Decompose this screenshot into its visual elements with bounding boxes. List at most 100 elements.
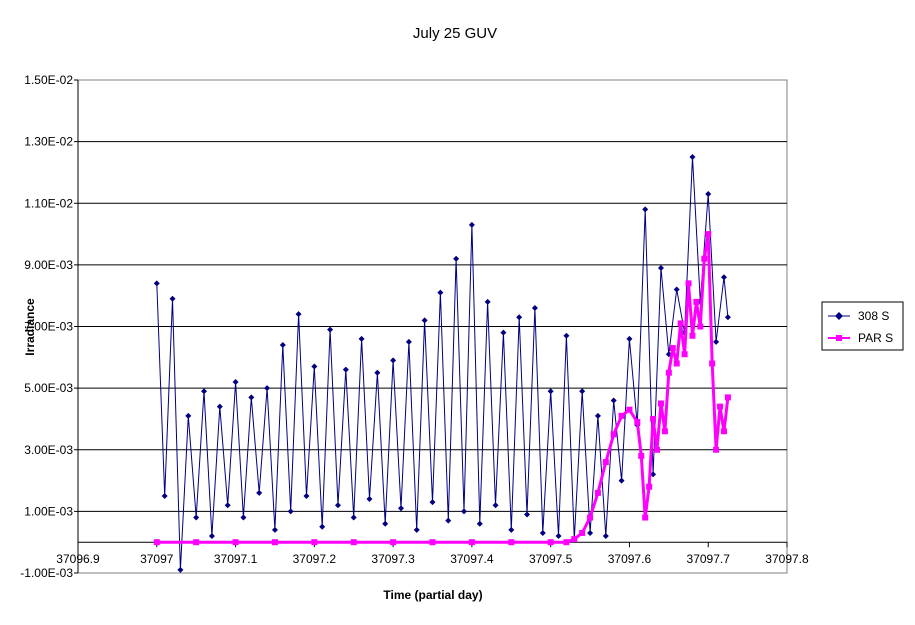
data-point [701, 255, 708, 262]
data-point [334, 502, 341, 509]
data-point [594, 489, 601, 496]
data-point [382, 520, 389, 527]
data-point [563, 332, 570, 339]
data-point [248, 394, 255, 401]
x-tick-label: 37097.6 [608, 552, 652, 566]
data-point [311, 539, 318, 546]
data-point [626, 406, 633, 413]
data-point [405, 338, 412, 345]
y-tick-label: 3.00E-03 [24, 443, 73, 457]
legend-marker-pars [836, 335, 842, 341]
data-point [587, 529, 594, 536]
data-point [177, 566, 184, 573]
data-point [650, 471, 657, 478]
x-tick-label: 37096.9 [56, 552, 100, 566]
y-tick-label: 9.00E-03 [24, 258, 73, 272]
data-point [531, 305, 538, 312]
data-point [689, 332, 696, 339]
data-point [437, 289, 444, 296]
data-point [390, 539, 397, 546]
data-point [689, 154, 696, 161]
data-point [677, 320, 684, 327]
data-point [319, 523, 326, 530]
data-point [587, 514, 594, 521]
data-point [468, 539, 475, 546]
data-point [350, 539, 357, 546]
data-point [358, 335, 365, 342]
data-point [669, 345, 676, 352]
data-point [508, 526, 515, 533]
data-point [468, 221, 475, 228]
data-point [216, 403, 223, 410]
data-point [709, 360, 716, 367]
data-point [638, 452, 645, 459]
data-point [724, 314, 731, 321]
legend-label-pars: PAR S [858, 331, 893, 345]
data-point [232, 539, 239, 546]
x-tick-label: 37097.7 [687, 552, 731, 566]
y-tick-label: 1.00E-03 [24, 504, 73, 518]
legend-marker-308s [835, 312, 843, 320]
y-tick-label: 1.50E-02 [24, 73, 73, 87]
data-point [327, 326, 334, 333]
x-tick-label: 37097 [140, 552, 174, 566]
data-point [484, 298, 491, 305]
data-point [453, 255, 460, 262]
data-point [264, 385, 271, 392]
data-point [232, 378, 239, 385]
data-point [697, 323, 704, 330]
data-point [650, 415, 657, 422]
data-point [476, 520, 483, 527]
data-point [169, 295, 176, 302]
data-point [547, 539, 554, 546]
data-point [571, 536, 578, 543]
data-point [555, 533, 562, 540]
y-axis-label: Irradiance [23, 298, 37, 356]
data-point [654, 446, 661, 453]
x-tick-label: 37097.5 [529, 552, 573, 566]
data-point [153, 539, 160, 546]
data-point [429, 539, 436, 546]
data-point [646, 483, 653, 490]
data-point [224, 502, 231, 509]
series-308-s [153, 154, 731, 573]
x-tick-label: 37097.4 [450, 552, 494, 566]
data-point [705, 191, 712, 198]
data-point [397, 505, 404, 512]
data-point [508, 539, 515, 546]
data-point [610, 397, 617, 404]
data-point [193, 514, 200, 521]
x-tick-label: 37097.8 [765, 552, 809, 566]
data-point [673, 360, 680, 367]
data-point [271, 539, 278, 546]
data-point [445, 517, 452, 524]
data-point [366, 496, 373, 503]
data-point [201, 388, 208, 395]
data-point [626, 335, 633, 342]
x-axis-label: Time (partial day) [383, 588, 482, 602]
data-point [303, 492, 310, 499]
data-point [461, 508, 468, 515]
data-point [673, 286, 680, 293]
data-point [240, 514, 247, 521]
data-point [429, 499, 436, 506]
data-point [279, 341, 286, 348]
data-point [681, 351, 688, 358]
data-point [602, 459, 609, 466]
data-point [295, 311, 302, 318]
data-point [208, 533, 215, 540]
legend-box [821, 301, 904, 351]
data-point [657, 400, 664, 407]
data-point [579, 388, 586, 395]
data-point [642, 514, 649, 521]
data-point [256, 489, 263, 496]
data-point [693, 298, 700, 305]
data-point [193, 539, 200, 546]
data-point [665, 369, 672, 376]
series-line [156, 233, 730, 544]
data-point [492, 502, 499, 509]
data-point [311, 363, 318, 370]
data-point [661, 428, 668, 435]
series-line [156, 156, 729, 570]
